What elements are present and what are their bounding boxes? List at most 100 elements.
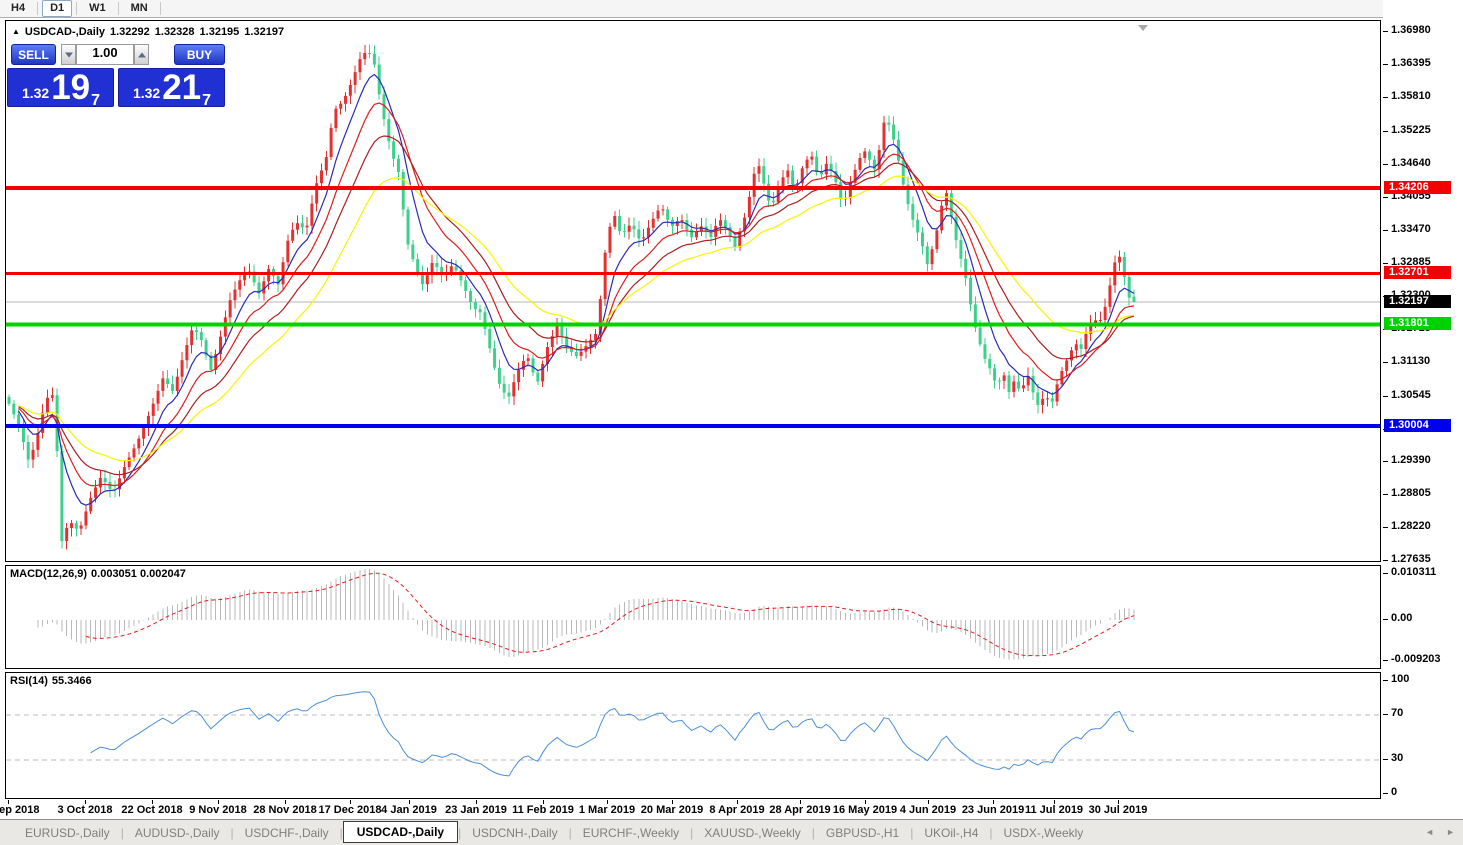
buy-price-box[interactable]: 1.32 21 7 <box>118 68 225 109</box>
candle-body <box>473 301 477 310</box>
candle-body <box>98 477 102 488</box>
date-tick-mark <box>993 800 994 804</box>
toolbar-separator <box>76 2 78 15</box>
date-axis[interactable]: 14 Sep 2018 3 Oct 2018 22 Oct 2018 9 Nov 20… <box>0 800 1381 818</box>
candle-body <box>334 108 338 129</box>
tab-usdcaddaily[interactable]: USDCAD-,Daily <box>342 820 459 843</box>
candle-body <box>791 170 795 185</box>
tab-separator: | <box>910 825 914 840</box>
candle-body <box>478 309 482 313</box>
candle-body <box>45 397 49 413</box>
candle-body <box>65 527 69 542</box>
candle-body <box>752 173 756 197</box>
scroll-to-end-icon[interactable] <box>1138 25 1148 31</box>
date-tick-mark <box>85 800 86 804</box>
volume-increase-button[interactable] <box>134 44 149 65</box>
price-scale[interactable]: 1.36980 1.36395 1.35810 1.35225 1.34640 1.340… <box>1383 0 1463 818</box>
candle-body <box>1127 276 1131 298</box>
candle-body <box>988 358 992 369</box>
caret-up-icon <box>137 52 146 57</box>
rsi-tick-mark <box>1383 759 1388 761</box>
tab-ukoilh4[interactable]: UKOil-,H4 <box>924 825 979 840</box>
candle-body <box>348 84 352 96</box>
tab-eurchfweekly[interactable]: EURCHF-,Weekly <box>582 825 680 840</box>
toolbar-separator <box>117 2 119 15</box>
macd-indicator-panel[interactable]: MACD(12,26,9) 0.003051 0.002047 <box>5 565 1381 669</box>
candle-body <box>781 177 785 189</box>
tab-scroll-right-icon[interactable]: ► <box>1446 827 1455 837</box>
timeframe-w1-button[interactable]: W1 <box>89 2 106 14</box>
timeframe-mn-button[interactable]: MN <box>130 2 148 14</box>
buy-button[interactable]: BUY <box>174 44 225 65</box>
candle-body <box>1007 375 1011 393</box>
price-tick-label: 1.28805 <box>1391 487 1431 500</box>
candle-body <box>142 427 146 439</box>
candle-body <box>411 244 415 260</box>
tab-separator: | <box>568 825 572 840</box>
macd-chart[interactable] <box>6 566 1380 668</box>
candle-body <box>872 159 876 170</box>
candle-body <box>1041 398 1045 405</box>
candle-body <box>454 266 458 271</box>
candle-body <box>959 240 963 259</box>
candle-body <box>185 345 189 361</box>
rsi-indicator-panel[interactable]: RSI(14) 55.3466 <box>5 672 1381 799</box>
candle-body <box>26 442 30 460</box>
tab-usdchfdaily[interactable]: USDCHF-,Daily <box>244 825 329 840</box>
volume-display[interactable]: 1.00 <box>76 44 134 65</box>
candlestick-chart[interactable] <box>6 21 1380 561</box>
candle-body <box>36 432 40 450</box>
date-tick-label: 8 Apr 2019 <box>709 804 765 816</box>
tab-separator: | <box>989 825 993 840</box>
rsi-chart[interactable] <box>6 673 1380 798</box>
date-tick-label: 14 Sep 2018 <box>0 804 40 816</box>
tab-audusddaily[interactable]: AUDUSD-,Daily <box>134 825 220 840</box>
ohlc-low: 1.32195 <box>199 26 240 38</box>
candle-body <box>1002 375 1006 381</box>
tab-eurusddaily[interactable]: EURUSD-,Daily <box>25 825 110 840</box>
candle-body <box>853 169 857 183</box>
price-tag-resistance: 1.34206 <box>1384 181 1451 195</box>
date-tick-mark <box>1054 800 1055 804</box>
sell-button[interactable]: SELL <box>11 44 56 65</box>
volume-decrease-button[interactable] <box>61 44 76 65</box>
tab-usdxweekly[interactable]: USDX-,Weekly <box>1003 825 1084 840</box>
candle-body <box>651 218 655 228</box>
timeframe-h4-button[interactable]: H4 <box>11 2 26 14</box>
candle-body <box>262 281 266 294</box>
date-tick-label: 3 Oct 2018 <box>57 804 113 816</box>
candle-body <box>1084 333 1088 349</box>
candle-body <box>382 94 386 120</box>
candle-body <box>887 122 891 125</box>
date-tick-label: 16 May 2019 <box>832 804 898 816</box>
timeframe-d1-button[interactable]: D1 <box>42 0 73 17</box>
price-chart-panel[interactable]: ▲ USDCAD-,Daily 1.32292 1.32328 1.32195 1.321… <box>5 20 1381 562</box>
candle-body <box>329 128 333 158</box>
collapse-icon[interactable]: ▲ <box>12 27 20 36</box>
candle-body <box>892 124 896 140</box>
candle-body <box>122 467 126 479</box>
candle-body <box>94 487 98 498</box>
tab-separator: | <box>339 825 343 840</box>
tab-xauusdweekly[interactable]: XAUUSD-,Weekly <box>704 825 801 840</box>
tab-gbpusdh1[interactable]: GBPUSD-,H1 <box>825 825 900 840</box>
sell-price-big: 19 <box>51 68 91 107</box>
date-tick-label: 4 Jun 2019 <box>899 804 957 816</box>
tab-usdcnhdaily[interactable]: USDCNH-,Daily <box>472 825 558 840</box>
sell-price-box[interactable]: 1.32 19 7 <box>7 68 114 109</box>
candle-body <box>238 280 242 290</box>
candle-body <box>497 367 501 384</box>
candle-body <box>930 249 934 265</box>
date-tick-label: 9 Nov 2018 <box>189 804 247 816</box>
candle-body <box>291 229 295 241</box>
candle-body <box>214 354 218 370</box>
tab-scroll-left-icon[interactable]: ◄ <box>1425 827 1435 837</box>
candle-body <box>618 216 622 232</box>
candle-body <box>824 163 828 175</box>
price-tick-mark <box>1383 362 1388 364</box>
rsi-value: 55.3466 <box>51 675 92 687</box>
candle-body <box>137 438 141 449</box>
candle-body <box>925 246 929 265</box>
moving-average-34 <box>18 175 1135 462</box>
candle-body <box>7 396 11 404</box>
